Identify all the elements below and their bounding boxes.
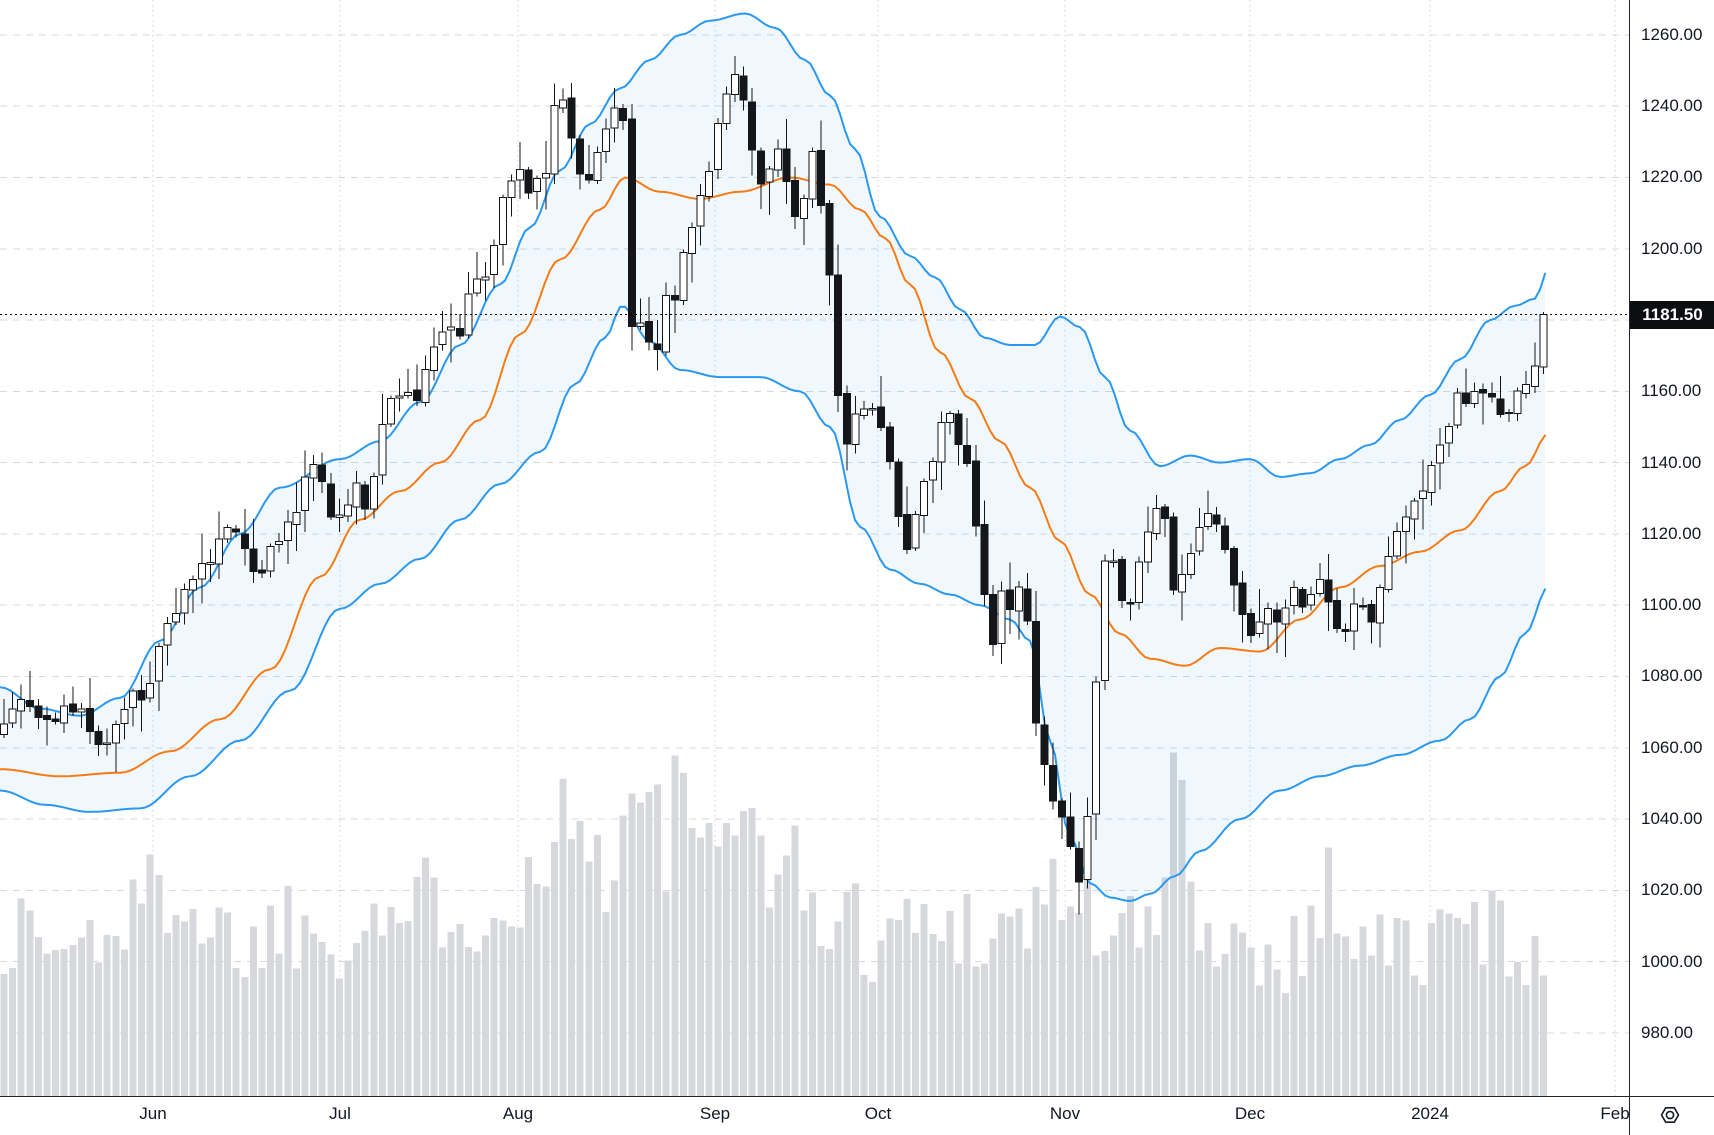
time-axis-border [0, 1096, 1714, 1097]
price-tick-label: 1060.00 [1641, 738, 1703, 757]
price-tick-label: 1080.00 [1641, 666, 1703, 685]
price-axis-border [1629, 0, 1630, 1135]
price-tick-label: 1200.00 [1641, 239, 1703, 258]
price-chart-canvas[interactable] [0, 0, 1629, 1096]
time-axis-label-2024: 2024 [1411, 1104, 1449, 1123]
price-tick-label: 1100.00 [1641, 595, 1702, 614]
price-tick-label: 1220.00 [1641, 167, 1703, 186]
price-tick-label: 1040.00 [1641, 809, 1703, 828]
price-tick-label: 1120.00 [1641, 524, 1702, 543]
price-scale-settings-hexagon-icon [1660, 1107, 1680, 1124]
last-price-value: 1181.50 [1642, 305, 1703, 324]
time-axis-label-feb: Feb [1600, 1104, 1630, 1123]
price-tick-label: 1000.00 [1641, 952, 1703, 971]
time-axis-label-jul: Jul [329, 1104, 351, 1123]
time-axis-label-aug: Aug [502, 1104, 534, 1123]
price-tick-label: 1240.00 [1641, 96, 1703, 115]
price-axis[interactable]: 1181.50 1260.00 1240.00 1220.00 1200.00 1160… [1630, 0, 1714, 1096]
price-scale-settings-button[interactable] [1657, 1102, 1683, 1128]
last-price-badge: 1181.50 [1630, 301, 1714, 329]
time-axis-label-oct: Oct [864, 1104, 892, 1123]
price-tick-label: 1020.00 [1641, 880, 1703, 899]
price-tick-label: 980.00 [1641, 1023, 1693, 1042]
time-axis-label-sep: Sep [699, 1104, 731, 1123]
time-axis-label-nov: Nov [1049, 1104, 1081, 1123]
time-axis-label-jun: Jun [139, 1104, 167, 1123]
time-axis-label-dec: Dec [1234, 1104, 1266, 1123]
price-tick-label: 1160.00 [1641, 381, 1702, 400]
price-tick-label: 1260.00 [1641, 25, 1703, 44]
time-axis[interactable]: Jun Jul Aug Sep Oct Nov Dec 2024 Feb [0, 1097, 1714, 1135]
price-tick-label: 1140.00 [1641, 453, 1702, 472]
